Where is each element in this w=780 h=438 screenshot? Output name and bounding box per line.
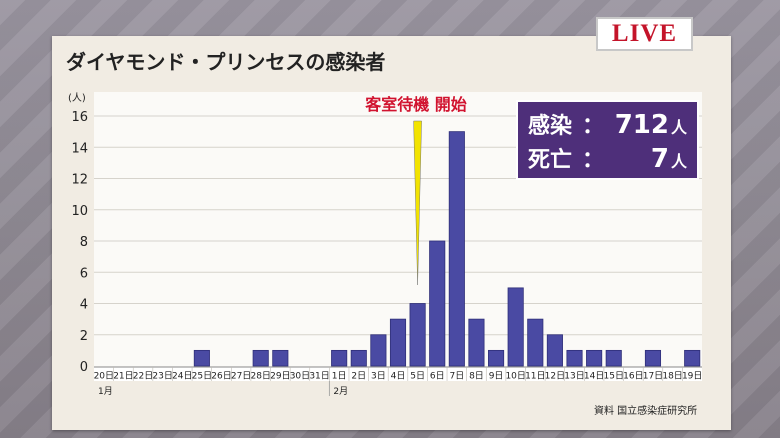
x-tick-label: 10日 — [505, 371, 525, 382]
x-tick-label: 2日 — [351, 371, 366, 382]
x-tick-label: 15日 — [604, 371, 624, 382]
x-tick-label: 14日 — [584, 371, 604, 382]
bar — [252, 349, 269, 367]
x-tick-label: 27日 — [231, 371, 251, 382]
x-tick-label: 23日 — [152, 371, 172, 382]
bar — [331, 349, 348, 367]
y-tick-label: 10 — [71, 204, 88, 219]
stat-row-death: 死亡 ： 7 人 — [528, 142, 687, 174]
x-tick-label: 6日 — [430, 371, 445, 382]
x-tick-label: 24日 — [172, 371, 192, 382]
x-tick-label: 19日 — [682, 371, 702, 382]
month-label: 1月 — [98, 386, 113, 397]
x-tick-label: 1日 — [332, 371, 347, 382]
x-tick-label: 5日 — [410, 371, 425, 382]
bar — [488, 349, 505, 367]
page-title: ダイヤモンド・プリンセスの感染者 — [66, 50, 386, 74]
bar — [370, 334, 387, 367]
annotation-label: 客室待機 開始 — [365, 95, 467, 114]
bar — [193, 349, 210, 367]
bar — [546, 334, 563, 367]
month-label: 2月 — [333, 386, 348, 397]
infected-unit: 人 — [670, 118, 687, 137]
stats-box: 感染 ： 712 人 死亡 ： 7 人 — [516, 100, 699, 180]
bar — [566, 349, 583, 367]
bar — [644, 349, 662, 367]
live-badge: LIVE — [596, 17, 693, 51]
bar — [684, 349, 701, 367]
infected-separator: ： — [582, 114, 605, 139]
bar — [586, 349, 603, 367]
bar — [409, 303, 426, 367]
bar — [429, 240, 446, 367]
annotation-marker — [413, 120, 422, 286]
y-tick-label: 6 — [80, 266, 88, 281]
y-tick-label: 0 — [80, 360, 88, 375]
bar — [448, 131, 465, 367]
y-tick-label: 2 — [80, 329, 88, 344]
x-tick-label: 7日 — [449, 371, 464, 382]
death-separator: ： — [582, 148, 605, 173]
x-tick-label: 12日 — [545, 371, 565, 382]
y-tick-label: 12 — [71, 173, 88, 188]
x-tick-label: 18日 — [662, 371, 682, 382]
bar — [527, 318, 544, 367]
x-tick-label: 31日 — [309, 371, 329, 382]
x-tick-label: 30日 — [290, 371, 310, 382]
x-tick-label: 20日 — [94, 371, 114, 382]
bar — [350, 349, 367, 367]
stat-row-infected: 感染 ： 712 人 — [528, 108, 687, 140]
bar — [507, 287, 524, 367]
death-unit: 人 — [670, 152, 687, 171]
x-tick-label: 8日 — [469, 371, 484, 382]
x-tick-label: 4日 — [391, 371, 406, 382]
y-tick-label: 4 — [80, 298, 88, 313]
x-tick-label: 3日 — [371, 371, 386, 382]
x-tick-label: 9日 — [489, 371, 504, 382]
y-tick-label: 8 — [80, 235, 88, 250]
x-tick-label: 22日 — [133, 371, 153, 382]
y-tick-label: 16 — [71, 110, 88, 125]
x-tick-label: 13日 — [564, 371, 584, 382]
live-label: LIVE — [611, 20, 678, 47]
x-tick-label: 17日 — [643, 371, 663, 382]
bar — [389, 318, 407, 367]
x-tick-label: 29日 — [270, 371, 290, 382]
x-tick-label: 11日 — [525, 371, 545, 382]
x-tick-label: 25日 — [192, 371, 212, 382]
category-strip — [94, 367, 702, 381]
infected-value: 712 — [614, 110, 669, 140]
death-label: 死亡 — [528, 148, 573, 173]
bar — [605, 349, 622, 367]
x-tick-label: 26日 — [211, 371, 231, 382]
infected-label: 感染 — [528, 114, 573, 139]
x-tick-label: 16日 — [623, 371, 643, 382]
death-value: 7 — [650, 144, 669, 174]
y-tick-label: 14 — [71, 141, 88, 156]
bar — [468, 318, 485, 367]
x-tick-label: 28日 — [250, 371, 270, 382]
source-note: 資料 国立感染症研究所 — [594, 406, 698, 417]
x-tick-label: 21日 — [113, 371, 133, 382]
bar — [272, 349, 289, 367]
y-axis-unit: (人) — [68, 92, 86, 104]
